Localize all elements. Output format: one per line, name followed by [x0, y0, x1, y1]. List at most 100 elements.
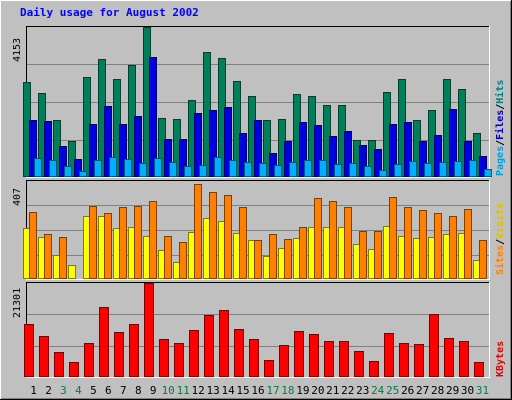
- x-tick-label-day-10: 10: [162, 384, 175, 397]
- bar-kbytes-day-8: [129, 324, 139, 377]
- chart-title: Daily usage for August 2002: [20, 6, 199, 19]
- bar-kbytes-day-23: [354, 351, 364, 377]
- bar-files-day-16: [254, 120, 262, 177]
- legend-sites-visits: Sites/Visits: [494, 203, 506, 275]
- bar-kbytes-day-5: [84, 343, 94, 377]
- panel-kbytes: [24, 282, 490, 378]
- bar-sites-day-8: [134, 206, 142, 279]
- bar-sites-day-15: [239, 207, 247, 279]
- legend-item: /: [495, 140, 506, 146]
- bar-sites-day-1: [29, 212, 37, 279]
- bar-sites-day-2: [44, 234, 52, 279]
- panel-hits-files-pages: [23, 26, 492, 178]
- legend-item: /: [495, 239, 506, 245]
- x-tick-label-day-21: 21: [326, 384, 339, 397]
- bar-kbytes-day-13: [204, 315, 214, 377]
- bar-kbytes-day-30: [459, 341, 469, 377]
- legend-hits-files-pages: Pages/Files/Hits: [494, 80, 506, 176]
- bar-kbytes-day-24: [369, 361, 379, 377]
- bar-kbytes-day-16: [249, 339, 259, 377]
- bar-files-day-11: [179, 139, 187, 177]
- bar-kbytes-day-4: [69, 362, 79, 377]
- bar-pages-day-13: [214, 157, 222, 177]
- legend-item: Visits: [494, 203, 506, 239]
- bar-sites-day-20: [314, 198, 322, 279]
- bar-pages-day-22: [349, 163, 357, 177]
- bar-kbytes-day-17: [264, 360, 274, 377]
- bar-pages-day-31: [484, 169, 492, 177]
- bar-sites-day-19: [299, 227, 307, 279]
- bar-files-day-20: [314, 125, 322, 177]
- x-tick-label-day-20: 20: [311, 384, 324, 397]
- bar-files-day-24: [374, 149, 382, 177]
- bar-visits-day-4: [68, 265, 76, 279]
- x-tick-label-day-16: 16: [251, 384, 264, 397]
- bar-pages-day-16: [259, 163, 267, 177]
- x-tick-label-day-26: 26: [401, 384, 414, 397]
- bar-pages-day-6: [109, 157, 117, 177]
- bar-sites-day-12: [194, 184, 202, 279]
- bar-files-day-31: [479, 156, 487, 177]
- legend-item: KBytes: [495, 341, 506, 377]
- bar-sites-day-22: [344, 207, 352, 279]
- bar-files-day-7: [119, 124, 127, 177]
- x-tick-label-day-25: 25: [386, 384, 399, 397]
- bar-pages-day-24: [379, 170, 387, 177]
- bar-files-day-6: [104, 106, 112, 177]
- bar-pages-day-10: [169, 162, 177, 177]
- bar-files-day-1: [29, 120, 37, 177]
- bar-pages-day-18: [289, 162, 297, 177]
- bar-files-day-27: [419, 141, 427, 177]
- bar-files-day-15: [239, 133, 247, 177]
- bar-files-day-26: [404, 122, 412, 177]
- bar-pages-day-20: [319, 160, 327, 177]
- bar-kbytes-day-9: [144, 283, 154, 377]
- bar-sites-day-23: [359, 231, 367, 279]
- bar-kbytes-day-29: [444, 338, 454, 377]
- bar-pages-day-3: [64, 166, 72, 177]
- bar-pages-day-14: [229, 160, 237, 177]
- x-tick-label-day-29: 29: [446, 384, 459, 397]
- bar-pages-day-26: [409, 161, 417, 177]
- bar-kbytes-day-26: [399, 343, 409, 377]
- x-tick-label-day-7: 7: [120, 384, 127, 397]
- bar-kbytes-day-14: [219, 310, 229, 377]
- bar-sites-day-25: [389, 197, 397, 279]
- bar-kbytes-day-11: [174, 343, 184, 377]
- y-max-label-kbytes: 21301: [12, 288, 23, 318]
- bar-sites-day-6: [104, 213, 112, 279]
- x-tick-label-day-6: 6: [105, 384, 112, 397]
- legend-item: /: [495, 104, 506, 110]
- bar-kbytes-day-22: [339, 341, 349, 377]
- x-tick-label-day-2: 2: [45, 384, 52, 397]
- x-tick-label-day-9: 9: [150, 384, 157, 397]
- bar-kbytes-day-18: [279, 345, 289, 377]
- legend-item: Hits: [494, 80, 506, 104]
- bar-files-day-5: [89, 124, 97, 177]
- bar-files-day-13: [209, 110, 217, 177]
- bar-sites-day-18: [284, 239, 292, 279]
- bar-files-day-14: [224, 107, 232, 177]
- bar-kbytes-day-12: [189, 330, 199, 377]
- bar-sites-day-29: [449, 216, 457, 279]
- bar-kbytes-day-3: [54, 352, 64, 377]
- bar-files-day-9: [149, 57, 157, 177]
- bar-pages-day-8: [139, 163, 147, 177]
- bar-kbytes-day-20: [309, 334, 319, 377]
- bar-kbytes-day-15: [234, 329, 244, 377]
- bar-pages-day-7: [124, 159, 132, 177]
- bar-sites-day-26: [404, 207, 412, 279]
- bar-pages-day-27: [424, 163, 432, 177]
- x-tick-label-day-12: 12: [191, 384, 204, 397]
- bar-pages-day-5: [94, 160, 102, 177]
- x-tick-label-day-24: 24: [371, 384, 385, 397]
- bar-pages-day-2: [49, 160, 57, 177]
- bar-files-day-12: [194, 113, 202, 177]
- bar-files-day-29: [449, 109, 457, 177]
- bar-files-day-28: [434, 135, 442, 177]
- y-max-label-sites: 407: [12, 188, 23, 206]
- x-tick-label-day-15: 15: [236, 384, 249, 397]
- x-tick-label-day-27: 27: [416, 384, 429, 397]
- bar-kbytes-day-27: [414, 344, 424, 377]
